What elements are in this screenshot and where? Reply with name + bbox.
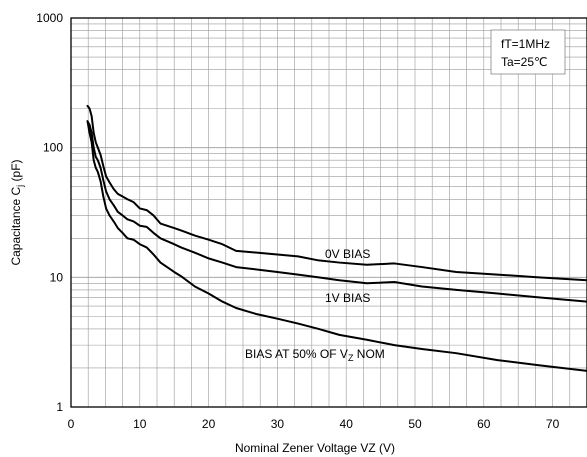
series-line-0 [86,104,587,282]
tick-labels: 0 10 20 30 40 50 60 70 1 10 100 1000 [36,11,559,431]
x-tick-label: 50 [408,417,422,431]
series-label-50pct-main: BIAS AT 50% OF V [245,347,348,361]
y-tick-label: 100 [43,141,63,155]
series-lines [86,104,587,372]
grid [71,18,587,407]
y-tick-label: 10 [50,270,64,284]
y-tick-label: 1 [56,400,63,414]
x-tick-label: 10 [133,417,147,431]
x-tick-label: 20 [202,417,216,431]
x-tick-label: 0 [68,417,75,431]
annotation-frequency: fT=1MHz [501,37,550,51]
series-line-2 [86,120,587,372]
series-label-50pct-end: NOM [353,347,384,361]
x-tick-label: 40 [340,417,354,431]
x-tick-label: 30 [271,417,285,431]
x-axis-label: Nominal Zener Voltage VZ (V) [235,441,395,455]
series-label-0v-bias: 0V BIAS [325,247,370,261]
series-line-1 [86,120,587,303]
series-label-50pct-subscript: Z [348,353,354,363]
series-label-50pct-bias: BIAS AT 50% OF VZ NOM [245,347,385,363]
plot-frame [70,17,587,408]
annotation-temperature: Ta=25℃ [501,55,548,69]
x-tick-label: 60 [477,417,491,431]
annotation-box [490,29,566,75]
y-axis-label-subscript: j [15,185,25,188]
y-tick-label: 1000 [36,11,63,25]
x-tick-label: 70 [546,417,560,431]
y-axis-label-unit: (pF) [9,159,23,184]
y-axis-label: Capacitance Cj (pF) [9,159,25,265]
series-label-1v-bias: 1V BIAS [325,291,370,305]
y-axis-label-main: Capacitance C [9,186,23,265]
